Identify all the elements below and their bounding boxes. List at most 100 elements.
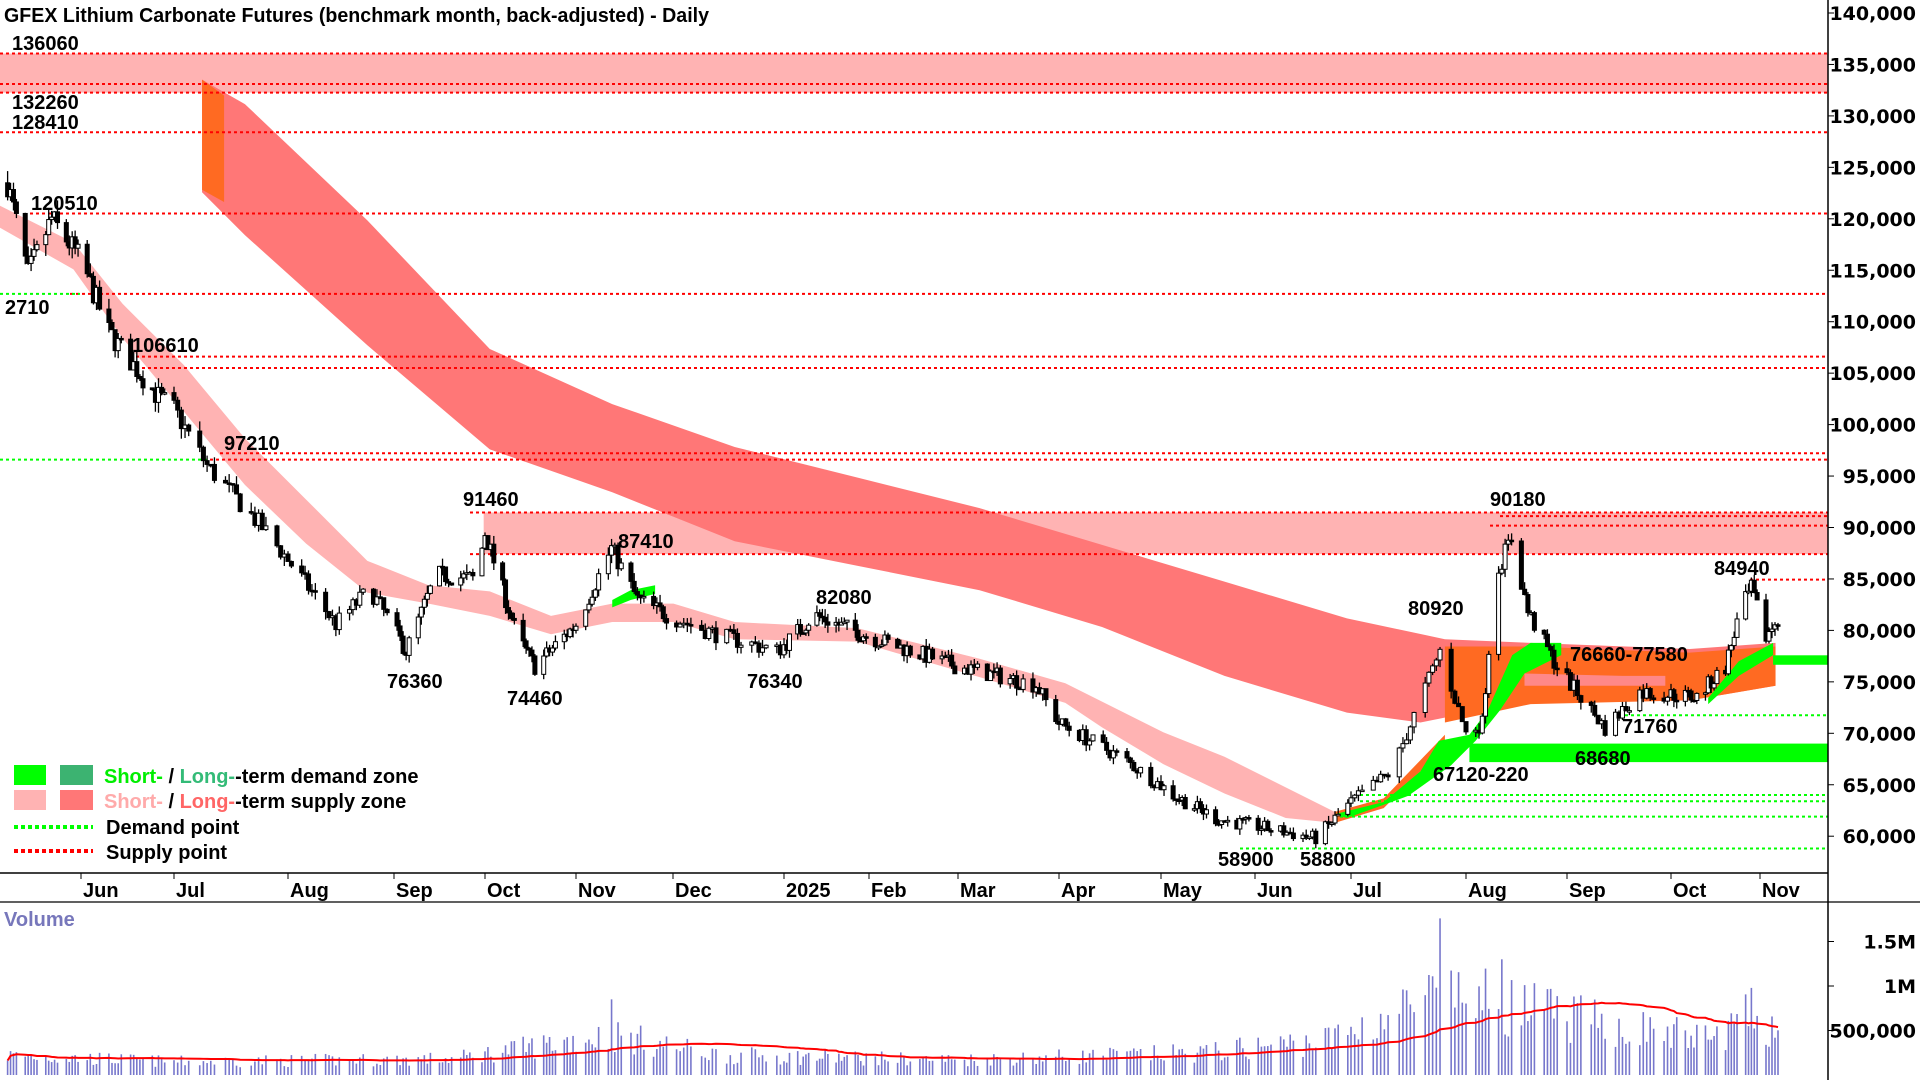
candle-up: [586, 603, 592, 611]
y-tick-label: 75,000: [1843, 672, 1916, 694]
y-tick-label: 130,000: [1829, 106, 1916, 128]
candle-down: [885, 634, 891, 640]
candle-down: [449, 582, 455, 586]
candle-up: [427, 585, 433, 594]
candle-up: [879, 644, 885, 647]
candle-up: [1483, 693, 1489, 717]
candle-up: [415, 616, 421, 639]
y-tick-label: 140,000: [1829, 3, 1916, 25]
candle-up: [75, 243, 81, 249]
candle-down: [1651, 697, 1657, 700]
candle-down: [713, 627, 719, 644]
candle-up: [1613, 711, 1619, 736]
candle-up: [374, 596, 380, 605]
candle-up: [1306, 836, 1312, 839]
candle-up: [156, 386, 161, 403]
candle-up: [541, 655, 547, 675]
candle-down: [248, 511, 254, 514]
candle-down: [1592, 704, 1598, 716]
y-tick-label: 90,000: [1843, 518, 1916, 540]
candle-down: [930, 648, 936, 660]
legend-long-supply-swatch: [60, 790, 93, 810]
candle-down: [446, 581, 452, 584]
price-annotation: 67120-220: [1433, 764, 1529, 786]
price-annotation: 80920: [1408, 598, 1464, 620]
candle-up: [844, 619, 850, 623]
price-annotation: 136060: [12, 33, 79, 55]
candle-up: [592, 589, 598, 598]
candle-down: [1182, 796, 1188, 810]
candle-down: [1647, 688, 1653, 699]
candle-up: [1348, 797, 1354, 804]
candle-up: [618, 562, 624, 570]
candle-down: [299, 565, 305, 574]
candle-down: [485, 535, 491, 551]
x-tick-label: Nov: [1762, 880, 1801, 902]
candle-down: [1053, 699, 1059, 723]
candle-down: [1671, 689, 1677, 701]
legend-short-supply-swatch: [14, 790, 46, 810]
candle-down: [863, 636, 869, 639]
candle-up: [1352, 794, 1358, 799]
candle-down: [97, 286, 103, 310]
candle-up: [1335, 813, 1341, 817]
x-tick-label: Oct: [487, 880, 521, 902]
candle-down: [178, 409, 184, 430]
candle-up: [1430, 665, 1436, 673]
candle-up: [162, 392, 168, 395]
overlap-zone-start: [202, 79, 225, 203]
x-tick-label: Jun: [83, 880, 119, 902]
short-supply-overlap: [1524, 673, 1666, 686]
candle-down: [684, 622, 690, 626]
candle-down: [1754, 592, 1760, 601]
candle-up: [573, 625, 579, 631]
candle-up: [1138, 766, 1144, 774]
candle-down: [1456, 702, 1462, 708]
candle-down: [400, 635, 406, 654]
legend-supply-zone: Short- / Long--term supply zone: [104, 791, 406, 813]
candle-down: [118, 337, 124, 341]
candle-down: [657, 602, 663, 608]
candle-up: [1322, 821, 1328, 845]
candle-up: [1499, 568, 1505, 574]
candle-down: [237, 493, 243, 513]
candle-up: [1766, 631, 1772, 642]
candle-down: [664, 618, 670, 624]
candle-down: [1623, 706, 1629, 712]
candle-up: [34, 244, 40, 251]
candle-down: [651, 595, 657, 607]
candle-down: [171, 392, 177, 401]
candle-down: [159, 386, 165, 394]
candle-down: [1588, 701, 1594, 706]
candle-up: [115, 337, 121, 352]
candle-up: [1400, 743, 1406, 749]
candlesticks: [5, 171, 1781, 849]
candle-up: [1426, 671, 1432, 684]
price-annotation: 58800: [1300, 849, 1356, 871]
candle-up: [1637, 689, 1643, 712]
candle-down: [825, 621, 831, 626]
candle-up: [458, 577, 464, 586]
candle-up: [43, 234, 49, 246]
candle-down: [259, 512, 265, 531]
x-tick-label: Nov: [578, 880, 617, 902]
candle-up: [1237, 818, 1243, 830]
candle-down: [1708, 676, 1714, 689]
candle-up: [1665, 696, 1671, 702]
candle-down: [306, 573, 312, 591]
candle-up: [1502, 543, 1508, 570]
candle-up: [421, 598, 427, 608]
candle-up: [28, 255, 34, 264]
candle-down: [688, 624, 694, 627]
price-annotation: 106610: [132, 335, 199, 357]
candle-down: [1518, 540, 1524, 590]
candle-up: [724, 628, 730, 644]
x-tick-label: Aug: [290, 880, 329, 902]
candle-up: [1486, 653, 1492, 695]
candle-up: [437, 565, 442, 587]
candle-down: [1176, 799, 1182, 803]
candle-down: [855, 629, 861, 641]
candle-up: [1746, 590, 1752, 594]
